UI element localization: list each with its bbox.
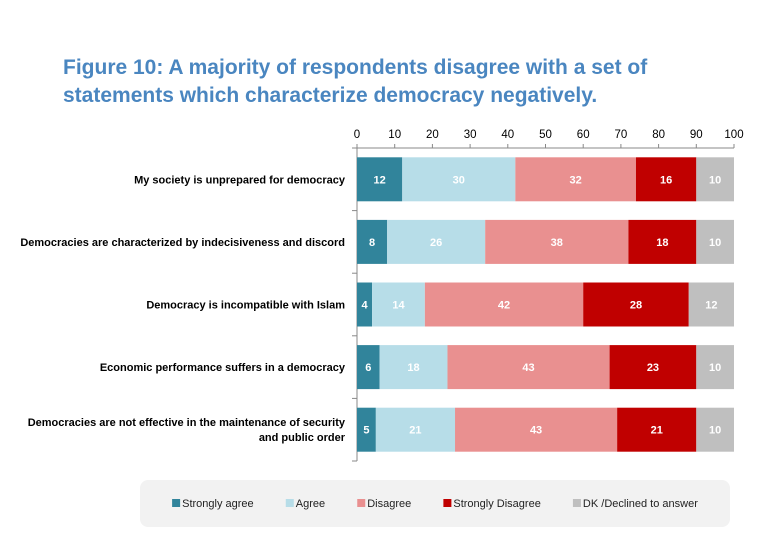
x-tick-label: 80 xyxy=(652,129,665,141)
bar-segment xyxy=(357,157,403,202)
bar-segment xyxy=(402,157,516,202)
x-tick-label: 10 xyxy=(388,129,401,141)
data-label: 30 xyxy=(453,174,465,186)
x-tick-label: 100 xyxy=(724,129,743,141)
bar-segment xyxy=(447,345,610,390)
x-tick-label: 60 xyxy=(577,129,590,141)
data-label: 10 xyxy=(709,174,721,186)
category-label: and public order xyxy=(259,432,346,444)
data-label: 42 xyxy=(498,300,510,312)
legend-label: Strongly Disagree xyxy=(453,498,540,510)
bar-segment xyxy=(372,282,425,327)
legend-swatch xyxy=(357,499,366,507)
data-label: 38 xyxy=(551,237,563,249)
bar-segment xyxy=(357,345,380,390)
data-label: 43 xyxy=(522,362,534,374)
data-label: 21 xyxy=(409,425,421,437)
data-label: 10 xyxy=(709,425,721,437)
bar-segment xyxy=(635,157,697,202)
data-label: 6 xyxy=(365,362,371,374)
bar-segment xyxy=(424,282,584,327)
data-label: 26 xyxy=(430,237,442,249)
legend-label: Agree xyxy=(296,498,325,510)
legend-swatch xyxy=(443,499,452,507)
bar-segment xyxy=(387,219,486,264)
bar-segment xyxy=(688,282,734,327)
x-tick-label: 50 xyxy=(539,129,552,141)
data-label: 14 xyxy=(392,300,405,312)
legend-swatch xyxy=(572,499,581,507)
legend-label: DK /Declined to answer xyxy=(583,498,698,510)
bar-segment xyxy=(455,407,618,452)
data-label: 10 xyxy=(709,362,721,374)
data-label: 18 xyxy=(656,237,668,249)
x-tick-label: 90 xyxy=(690,129,703,141)
category-label: My society is unprepared for democracy xyxy=(134,174,346,186)
chart-title: Figure 10: A majority of respondents dis… xyxy=(63,54,647,110)
data-label: 5 xyxy=(363,425,369,437)
data-label: 8 xyxy=(369,237,375,249)
data-label: 21 xyxy=(651,425,663,437)
data-label: 16 xyxy=(660,174,672,186)
bar-segment xyxy=(696,157,734,202)
bar-segment xyxy=(485,219,629,264)
bar-segment xyxy=(515,157,636,202)
category-label: Democracies are characterized by indecis… xyxy=(20,237,345,249)
data-label: 43 xyxy=(530,425,542,437)
legend xyxy=(140,480,730,527)
legend-label: Disagree xyxy=(367,498,411,510)
bar-segment xyxy=(357,407,376,452)
legend-swatch xyxy=(172,499,181,507)
data-label: 18 xyxy=(407,362,419,374)
bar-segment xyxy=(696,407,734,452)
x-tick-label: 20 xyxy=(426,129,439,141)
chart-title-line: Figure 10: A majority of respondents dis… xyxy=(63,56,648,79)
x-tick-label: 70 xyxy=(615,129,628,141)
data-label: 4 xyxy=(361,300,368,312)
data-label: 12 xyxy=(373,174,385,186)
legend-swatch xyxy=(285,499,294,507)
bar-segment xyxy=(357,282,373,327)
data-label: 28 xyxy=(630,300,642,312)
bar-segment xyxy=(583,282,689,327)
chart-title-line: statements which characterize democracy … xyxy=(63,84,598,107)
legend-label: Strongly agree xyxy=(182,498,254,510)
bar-segment xyxy=(375,407,456,452)
x-tick-label: 40 xyxy=(501,129,514,141)
bar-segment xyxy=(696,345,734,390)
data-label: 12 xyxy=(705,300,717,312)
category-label: Democracy is incompatible with Islam xyxy=(146,300,345,312)
x-tick-label: 30 xyxy=(464,129,477,141)
data-label: 23 xyxy=(647,362,659,374)
category-label: Economic performance suffers in a democr… xyxy=(100,362,346,374)
bar-segment xyxy=(379,345,448,390)
data-label: 32 xyxy=(570,174,582,186)
bar-segment xyxy=(609,345,697,390)
bar-segment xyxy=(357,219,388,264)
bar-segment xyxy=(617,407,697,452)
bar-segment xyxy=(696,219,734,264)
category-label: Democracies are not effective in the mai… xyxy=(28,417,346,429)
bar-segment xyxy=(628,219,697,264)
x-tick-label: 0 xyxy=(354,129,360,141)
data-label: 10 xyxy=(709,237,721,249)
